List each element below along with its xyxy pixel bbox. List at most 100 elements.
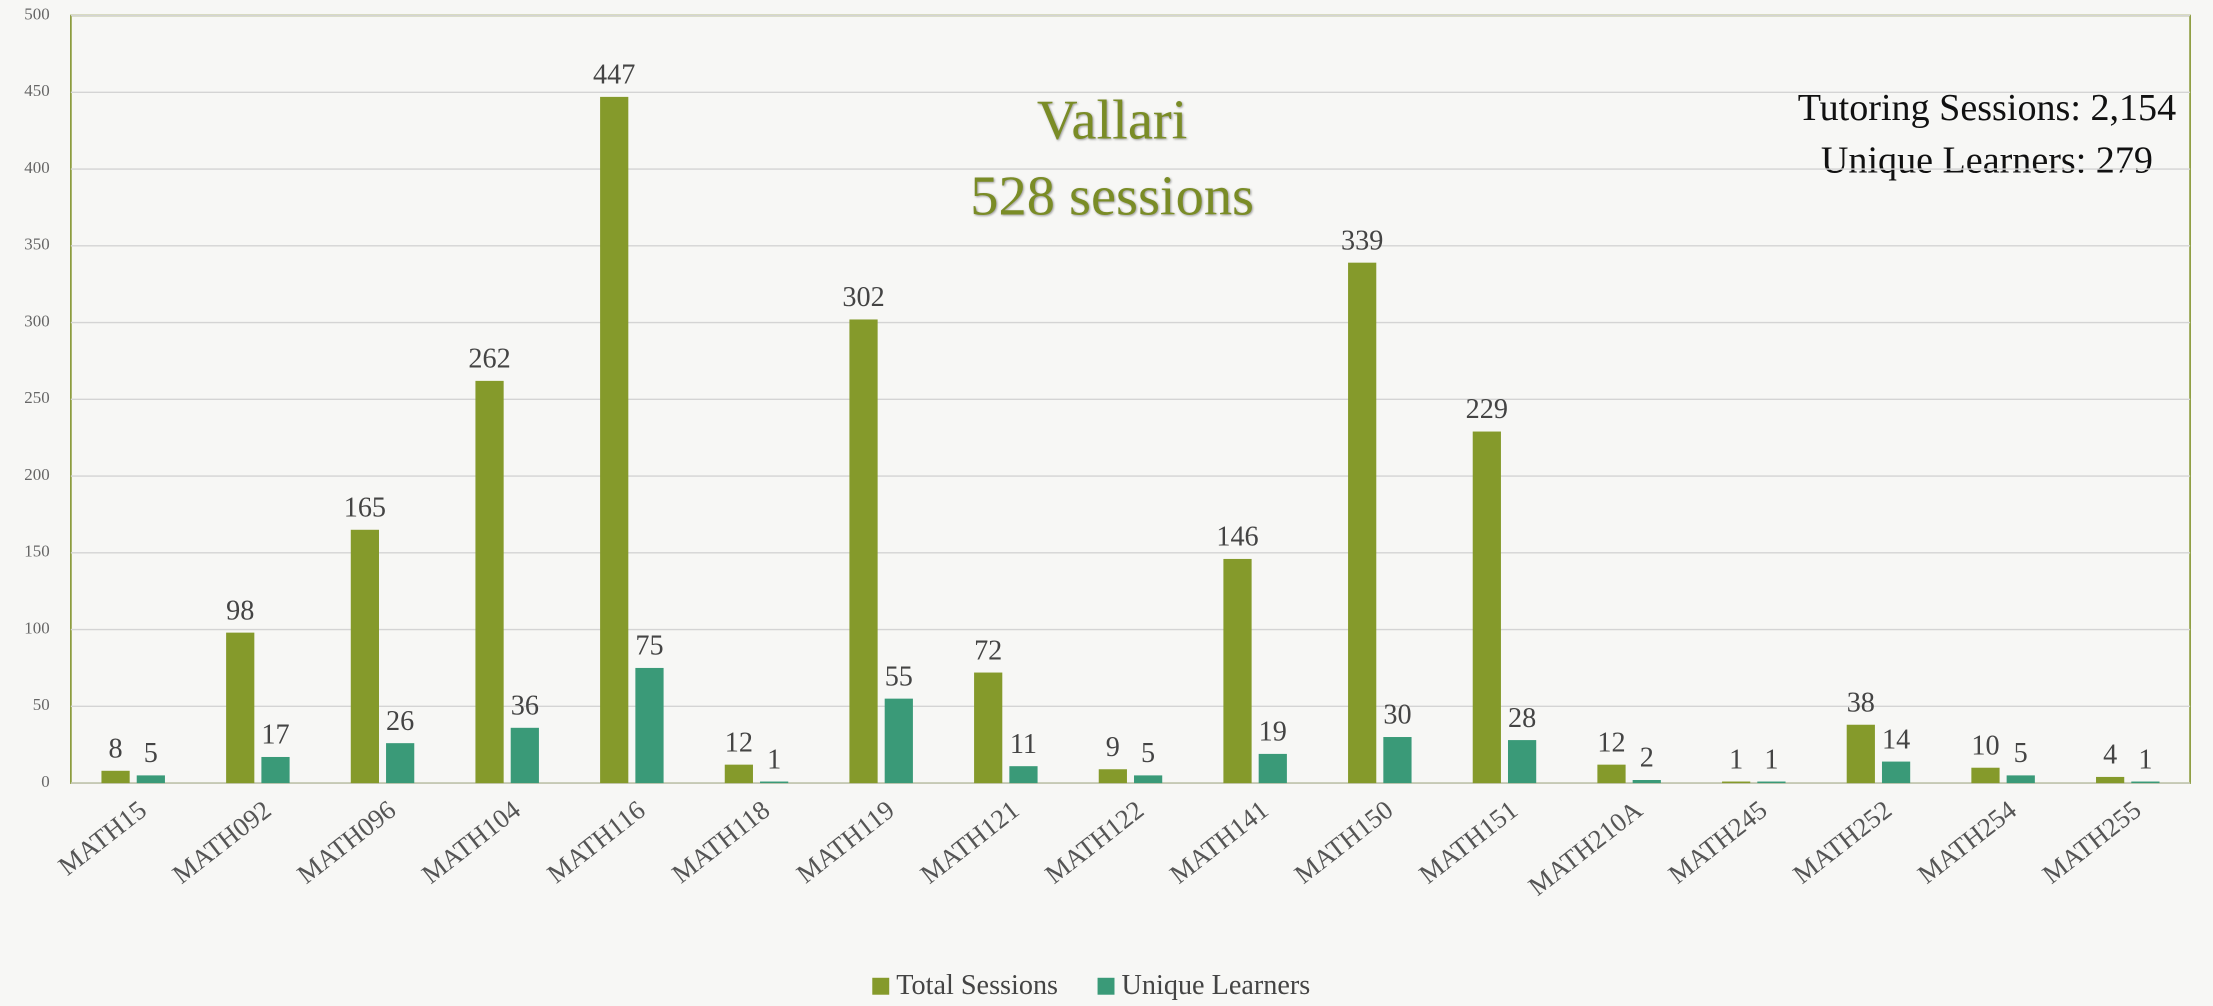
y-tick-label: 500 <box>24 4 49 23</box>
x-tick-label: MATH255 <box>2037 794 2147 889</box>
bar <box>475 380 504 784</box>
data-label: 30 <box>1383 700 1411 731</box>
x-tick-label: MATH096 <box>291 794 401 889</box>
x-tick-label: MATH118 <box>666 794 775 889</box>
bar <box>974 672 1003 784</box>
bar <box>2131 781 2160 784</box>
bar <box>1134 775 1163 784</box>
data-label: 12 <box>1597 727 1625 758</box>
bar <box>1009 766 1038 784</box>
data-label: 55 <box>885 661 913 692</box>
bar <box>510 727 539 784</box>
legend-swatch <box>1097 977 1115 995</box>
bar <box>1971 767 2000 784</box>
data-label: 11 <box>1010 729 1037 760</box>
bar <box>600 96 629 784</box>
bar <box>1722 781 1751 784</box>
data-label: 5 <box>2014 738 2028 769</box>
data-label: 26 <box>386 706 414 737</box>
y-tick-label: 250 <box>24 388 49 407</box>
bar <box>635 667 664 784</box>
x-tick-label: MATH119 <box>791 794 900 889</box>
data-label: 12 <box>725 727 753 758</box>
data-label: 36 <box>511 691 539 722</box>
legend-label: Unique Learners <box>1122 970 1311 1001</box>
data-label: 262 <box>468 344 510 375</box>
data-label: 28 <box>1508 703 1536 734</box>
data-label: 1 <box>1729 744 1743 775</box>
bar <box>1507 740 1537 784</box>
data-label: 38 <box>1847 687 1875 718</box>
y-tick-label: 400 <box>24 158 49 177</box>
data-label: 229 <box>1466 394 1508 425</box>
data-label: 2 <box>1640 743 1654 774</box>
data-label: 165 <box>344 492 386 523</box>
bar <box>226 632 255 784</box>
y-tick-label: 50 <box>33 695 50 714</box>
data-label: 75 <box>635 631 663 662</box>
chart-title: Vallari <box>1037 90 1187 152</box>
data-label: 19 <box>1259 717 1287 748</box>
bar <box>261 756 290 784</box>
data-label: 1 <box>767 744 781 775</box>
bar <box>1757 781 1786 784</box>
x-tick-label: MATH104 <box>416 794 526 889</box>
bar <box>1348 262 1377 784</box>
bar <box>1223 558 1252 784</box>
x-tick-label: MATH122 <box>1039 794 1149 889</box>
data-label: 14 <box>1882 724 1910 755</box>
x-tick-label: MATH116 <box>541 794 650 889</box>
data-label: 9 <box>1106 732 1120 763</box>
data-label: 1 <box>1764 744 1778 775</box>
data-label: 5 <box>1141 738 1155 769</box>
data-label: 447 <box>593 60 635 91</box>
data-label: 10 <box>1971 730 1999 761</box>
bar <box>2096 776 2125 784</box>
data-label: 1 <box>2138 744 2152 775</box>
x-tick-label: MATH245 <box>1663 794 1773 889</box>
bar <box>1383 737 1412 784</box>
bar <box>760 781 789 784</box>
x-tick-label: MATH254 <box>1912 794 2022 889</box>
y-tick-label: 350 <box>24 235 49 254</box>
data-label: 5 <box>144 738 158 769</box>
legend-swatch <box>872 977 890 995</box>
chart-subtitle: 528 sessions <box>970 166 1254 228</box>
bar <box>1098 769 1127 784</box>
x-tick-label: MATH210A <box>1523 794 1649 901</box>
bar <box>884 698 913 784</box>
annotation: Unique Learners: 279 <box>1821 139 2153 181</box>
bar <box>849 319 878 784</box>
x-tick-label: MATH141 <box>1164 794 1274 889</box>
bar <box>1632 780 1661 784</box>
data-label: 98 <box>226 595 254 626</box>
bar <box>2006 775 2035 784</box>
legend-label: Total Sessions <box>896 970 1058 1001</box>
x-tick-label: MATH151 <box>1413 794 1523 889</box>
bar <box>101 770 130 784</box>
bar <box>1881 761 1911 784</box>
bar <box>136 775 165 784</box>
bar <box>724 764 753 784</box>
annotation: Tutoring Sessions: 2,154 <box>1798 87 2176 129</box>
bar <box>1846 724 1875 784</box>
x-tick-label: MATH092 <box>167 794 277 889</box>
data-label: 17 <box>261 720 289 751</box>
bar <box>1258 753 1287 784</box>
bar <box>350 529 379 784</box>
x-tick-label: MATH121 <box>915 794 1025 889</box>
y-tick-label: 200 <box>24 465 49 484</box>
x-tick-label: MATH15 <box>53 794 152 881</box>
y-tick-label: 0 <box>41 772 49 791</box>
y-tick-label: 450 <box>24 81 49 100</box>
data-label: 146 <box>1216 522 1258 553</box>
data-label: 339 <box>1341 225 1383 256</box>
bar <box>1472 431 1501 784</box>
y-tick-label: 100 <box>24 618 49 637</box>
data-label: 302 <box>842 282 884 313</box>
data-label: 72 <box>974 635 1002 666</box>
x-tick-label: MATH150 <box>1289 794 1399 889</box>
data-label: 4 <box>2103 740 2117 771</box>
data-label: 8 <box>109 734 123 765</box>
